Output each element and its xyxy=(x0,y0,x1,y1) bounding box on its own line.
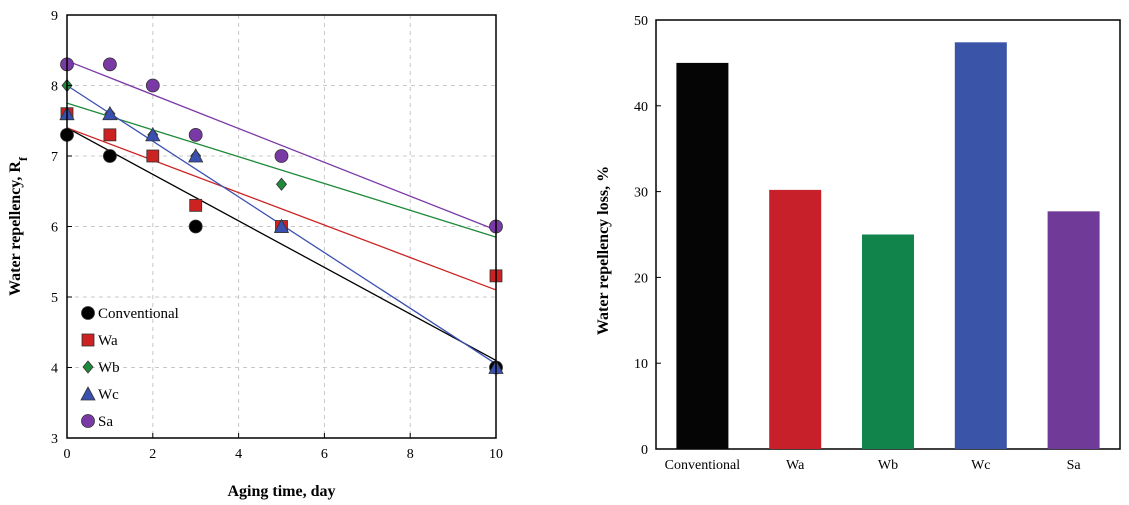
point-conventional xyxy=(188,219,203,234)
legend-label-wc: Wc xyxy=(98,387,119,403)
legend-label-wa: Wa xyxy=(98,333,118,349)
y-tick-label: 50 xyxy=(634,14,648,29)
trendline-wb xyxy=(66,102,497,238)
bar-wa xyxy=(769,189,822,449)
point-sa xyxy=(188,127,203,142)
bar-chart-ticks: Conventional Wa Wb Wc Sa 0 10 20 30 40 50 xyxy=(634,14,1081,473)
legend-marker-wb xyxy=(82,360,94,374)
y-tick-label: 6 xyxy=(51,221,58,236)
point-wa xyxy=(189,198,203,212)
category-label-conventional: Conventional xyxy=(665,458,741,473)
category-label-wa: Wa xyxy=(786,458,805,473)
line-chart-y-axis-label: Water repellency, Rf xyxy=(7,156,30,296)
y-tick-label: 10 xyxy=(634,357,648,372)
y-tick-label: 7 xyxy=(51,150,58,165)
y-tick-label: 0 xyxy=(641,443,648,458)
legend-label-conventional: Conventional xyxy=(98,306,179,322)
y-axis-label-subscript: f xyxy=(16,156,30,161)
x-tick-label: 2 xyxy=(149,447,156,462)
point-wc xyxy=(273,218,290,233)
point-sa xyxy=(103,57,117,72)
x-tick-label: 8 xyxy=(407,447,414,462)
point-sa xyxy=(274,149,289,163)
y-tick-label: 40 xyxy=(634,100,648,115)
category-label-sa: Sa xyxy=(1067,458,1082,473)
bar-chart-bars xyxy=(676,42,1100,450)
trendline-conventional xyxy=(66,127,497,362)
aging-scatter-chart: 3 4 5 6 7 8 9 0 2 4 6 8 10 Conventional Wa Wb Wc Sa Agin… xyxy=(7,9,504,500)
line-chart-points xyxy=(59,57,504,375)
x-tick-label: 6 xyxy=(321,447,328,462)
point-sa xyxy=(145,78,160,93)
legend-label-wb: Wb xyxy=(98,360,120,376)
x-tick-label: 10 xyxy=(489,447,503,462)
y-tick-label: 4 xyxy=(51,362,58,377)
y-tick-label: 8 xyxy=(51,80,58,95)
bar-chart-y-axis-label: Water repellency loss, % xyxy=(595,166,612,335)
point-wa xyxy=(146,149,160,163)
bar-wb xyxy=(862,234,914,449)
trendline-sa xyxy=(66,60,497,231)
trendline-wa xyxy=(66,127,497,291)
water-repellency-loss-bar-chart: Conventional Wa Wb Wc Sa 0 10 20 30 40 50 Water re… xyxy=(595,14,1121,473)
bar-sa xyxy=(1047,211,1100,449)
legend-label-sa: Sa xyxy=(98,414,113,430)
point-wc xyxy=(102,105,118,121)
y-tick-label: 5 xyxy=(51,291,58,306)
legend-marker-wa xyxy=(81,333,95,347)
y-tick-label: 20 xyxy=(634,271,648,286)
bar-conventional xyxy=(676,62,729,450)
x-tick-label: 4 xyxy=(235,447,242,462)
legend-marker-sa xyxy=(81,414,95,428)
point-wa xyxy=(103,128,117,142)
y-axis-label-main: Water repellency, R xyxy=(7,161,24,296)
bar-wc xyxy=(954,42,1007,450)
line-chart-ticks: 3 4 5 6 7 8 9 0 2 4 6 8 10 xyxy=(51,9,503,462)
y-tick-label: 30 xyxy=(634,186,648,201)
y-tick-label: 3 xyxy=(51,432,58,447)
legend-marker-conventional xyxy=(81,306,95,320)
category-label-wc: Wc xyxy=(971,458,990,473)
line-chart-x-axis-label: Aging time, day xyxy=(228,483,336,500)
point-wc xyxy=(188,148,204,163)
line-chart-legend: Conventional Wa Wb Wc Sa xyxy=(80,306,179,430)
x-tick-label: 0 xyxy=(64,447,71,462)
y-tick-label: 9 xyxy=(51,9,58,24)
point-wb xyxy=(275,177,288,191)
line-chart-grid xyxy=(67,15,496,438)
point-conventional xyxy=(103,149,117,163)
point-wc xyxy=(145,127,161,142)
category-label-wb: Wb xyxy=(878,458,898,473)
legend-marker-wc xyxy=(80,386,96,401)
